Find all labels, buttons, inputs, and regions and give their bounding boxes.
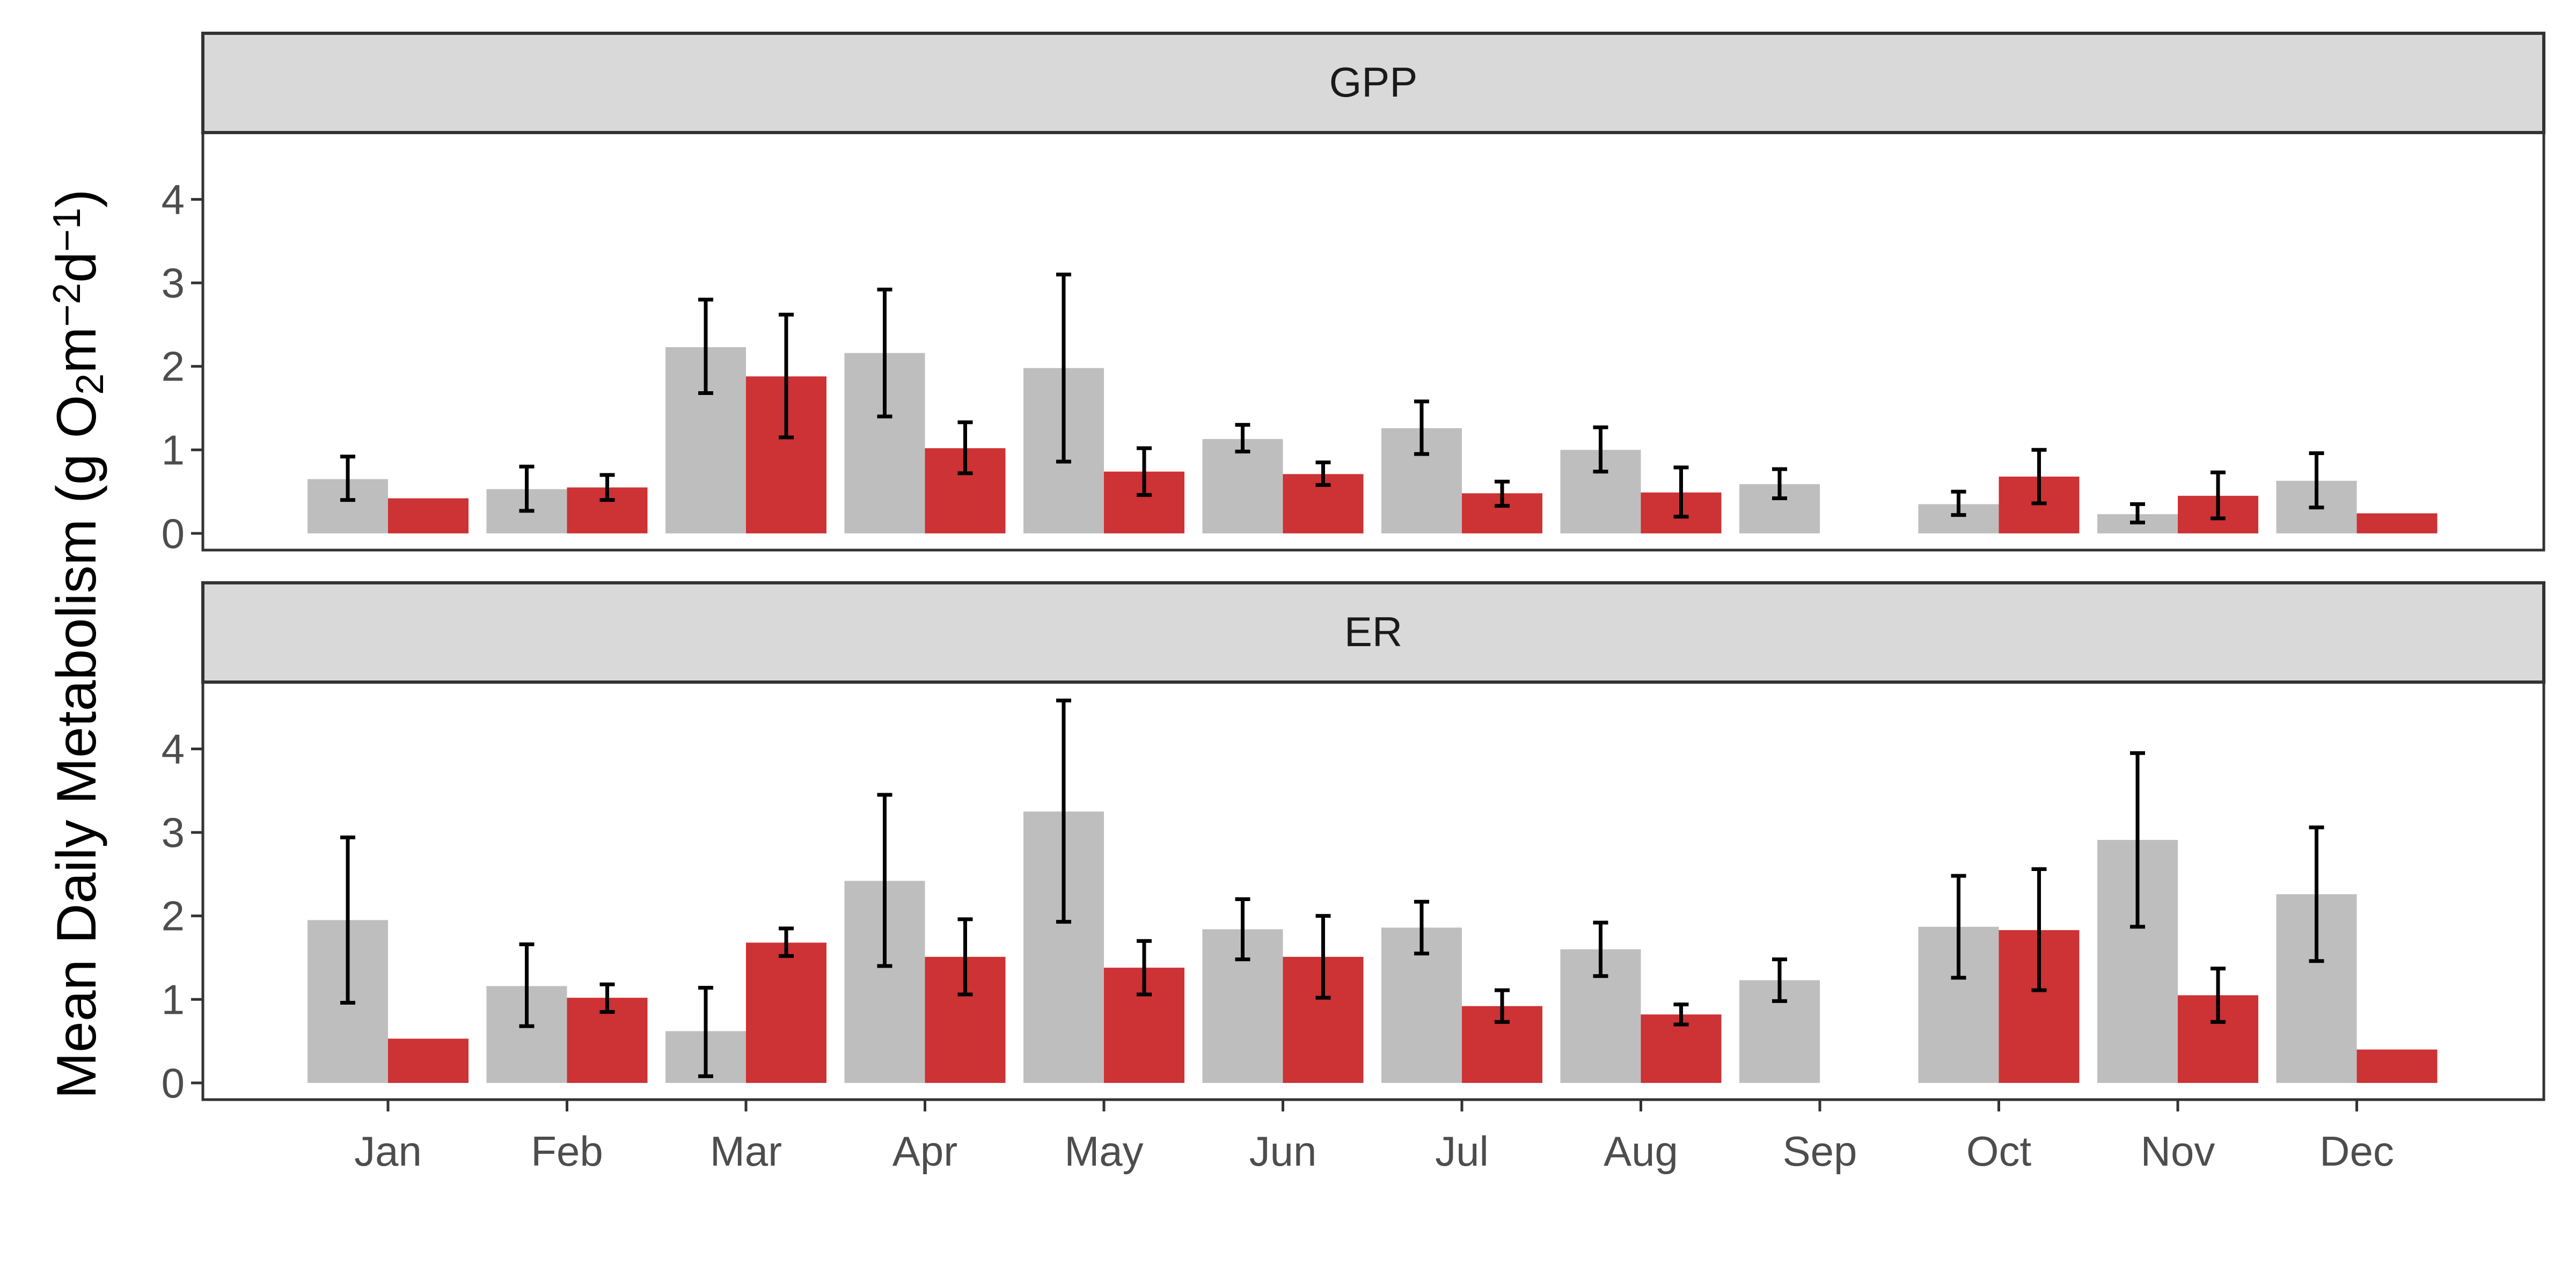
error-bar-er-feb-grey [519, 942, 535, 1028]
y-tick-label-0-2: 2 [162, 343, 185, 390]
x-tick-label-nov: Nov [2141, 1128, 2215, 1175]
error-bar-er-apr-red [957, 917, 973, 997]
x-tick-label-apr: Apr [892, 1128, 957, 1175]
error-bar-er-nov-grey [2130, 751, 2145, 929]
panel-frame-gpp [201, 131, 2545, 552]
y-ticks-gpp: 0 1 2 3 4 [162, 175, 203, 557]
error-bar-er-apr-grey [877, 793, 892, 968]
x-tick-label-feb: Feb [531, 1128, 603, 1175]
strip-er [201, 581, 2545, 684]
error-bar-gpp-apr-grey [877, 288, 892, 419]
y-tick-label-1-0: 0 [162, 1059, 185, 1107]
error-bar-er-aug-red [1673, 1002, 1689, 1027]
bar-gpp-dec-red [2357, 513, 2438, 533]
bar-er-mar-red [746, 942, 826, 1083]
x-tick-label-oct: Oct [1966, 1128, 2032, 1175]
error-bar-gpp-feb-grey [519, 464, 535, 513]
error-bar-gpp-jan-grey [340, 455, 355, 502]
y-tick-label-0-1: 1 [162, 426, 185, 473]
error-bar-gpp-dec-grey [2309, 451, 2324, 510]
bar-gpp-jan-red [388, 498, 469, 533]
panel-gpp: GPP 0 1 2 3 4 [162, 32, 2545, 557]
error-bar-er-oct-red [2031, 867, 2047, 992]
error-bar-er-jun-grey [1235, 897, 1250, 962]
error-bar-er-feb-red [599, 982, 615, 1014]
y-title-sub-2: 2 [69, 374, 112, 395]
y-title-sup-d1: −1 [46, 208, 89, 252]
error-bar-er-mar-red [779, 926, 794, 958]
error-bar-er-sep-grey [1772, 957, 1787, 1003]
x-tick-label-jun: Jun [1249, 1128, 1317, 1175]
bars-gpp [308, 273, 2438, 533]
y-tick-label-0-4: 4 [162, 175, 185, 223]
bar-gpp-jun-grey [1202, 439, 1283, 533]
x-tick-label-aug: Aug [1604, 1128, 1678, 1175]
error-bar-er-jul-grey [1414, 899, 1429, 956]
error-bar-er-mar-grey [698, 985, 713, 1078]
strip-gpp [201, 32, 2545, 134]
strip-label-er: ER [1344, 608, 1402, 655]
error-bar-gpp-may-grey [1056, 273, 1071, 464]
panel-frame-er [201, 680, 2545, 1101]
panel-er: ER 0 1 2 3 4 [162, 581, 2545, 1107]
y-title-sup-m2: −2 [46, 283, 89, 327]
error-bar-gpp-apr-red [957, 420, 973, 475]
y-title-close: ) [46, 189, 108, 208]
error-bar-er-nov-red [2211, 967, 2226, 1024]
x-tick-label-dec: Dec [2319, 1128, 2394, 1175]
y-tick-label-1-2: 2 [162, 892, 185, 940]
error-bar-gpp-aug-grey [1593, 425, 1608, 474]
error-bar-gpp-jun-grey [1235, 423, 1250, 453]
error-bar-er-jun-red [1315, 914, 1331, 1000]
error-bar-er-jul-red [1495, 988, 1510, 1024]
strip-label-gpp: GPP [1329, 58, 1418, 106]
y-title-main: Mean Daily Metabolism (g O [46, 395, 108, 1099]
x-tick-label-may: May [1064, 1128, 1143, 1175]
error-bar-er-may-grey [1056, 698, 1071, 924]
y-axis-title: Mean Daily Metabolism (g O2m−2d−1) [46, 189, 112, 1099]
error-bar-gpp-jul-grey [1414, 399, 1429, 456]
x-tick-label-jul: Jul [1435, 1128, 1489, 1175]
x-tick-label-mar: Mar [710, 1128, 782, 1175]
error-bar-er-jan-grey [340, 835, 355, 1005]
error-bar-er-dec-grey [2309, 825, 2324, 963]
y-tick-label-1-1: 1 [162, 976, 185, 1023]
y-title-m: m [46, 327, 108, 374]
x-axis: Jan Feb Mar Apr May Jun Jul Aug Sep Oct Nov Dec [354, 1100, 2394, 1175]
x-tick-label-jan: Jan [354, 1128, 422, 1175]
error-bar-gpp-nov-red [2211, 470, 2226, 521]
bar-er-dec-red [2357, 1049, 2438, 1083]
error-bar-gpp-aug-red [1673, 465, 1689, 519]
y-tick-label-1-4: 4 [162, 725, 185, 772]
x-tick-label-sep: Sep [1783, 1128, 1857, 1175]
error-bar-gpp-oct-red [2031, 448, 2047, 506]
bar-er-jan-red [388, 1038, 469, 1083]
error-bar-gpp-nov-grey [2130, 502, 2145, 525]
error-bar-gpp-jul-red [1495, 479, 1510, 508]
error-bar-gpp-feb-red [599, 473, 615, 502]
error-bar-er-aug-grey [1593, 920, 1608, 978]
error-bar-gpp-sep-grey [1772, 467, 1787, 501]
y-title-d: d [46, 252, 108, 283]
y-tick-label-1-3: 3 [162, 809, 185, 856]
error-bar-gpp-may-red [1137, 446, 1152, 497]
y-tick-label-0-3: 3 [162, 259, 185, 306]
error-bar-er-may-red [1137, 939, 1152, 997]
error-bar-gpp-oct-grey [1951, 489, 1966, 517]
y-ticks-er: 0 1 2 3 4 [162, 725, 203, 1107]
error-bar-er-oct-grey [1951, 874, 1966, 980]
error-bar-gpp-mar-red [779, 312, 794, 440]
y-tick-label-0-0: 0 [162, 510, 185, 557]
error-bar-gpp-mar-grey [698, 297, 713, 395]
bars-er [308, 698, 2438, 1083]
error-bar-gpp-jun-red [1315, 460, 1331, 487]
